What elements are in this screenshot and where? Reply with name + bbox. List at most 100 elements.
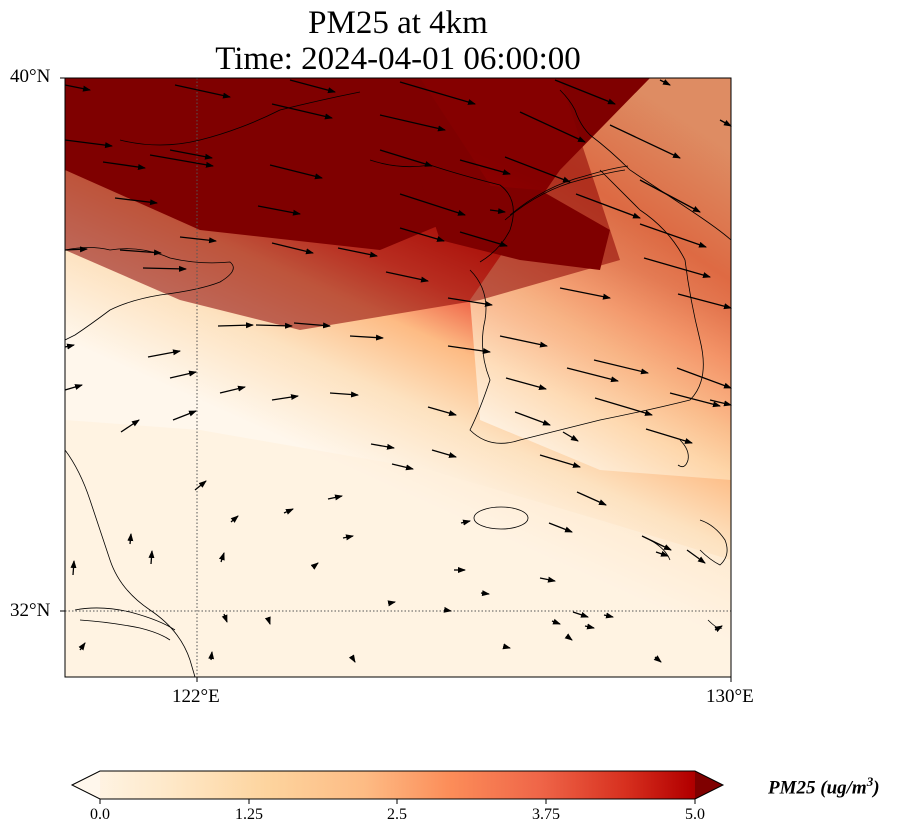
wind-arrow xyxy=(114,197,158,206)
wind-arrow xyxy=(283,508,294,515)
wind-arrow xyxy=(505,377,547,391)
wind-arrow xyxy=(217,322,254,329)
wind-arrow xyxy=(379,149,433,167)
wind-arrow xyxy=(218,552,225,563)
gridlines xyxy=(65,78,731,677)
wind-arrow xyxy=(169,370,197,379)
wind-arrow xyxy=(427,406,457,416)
wind-arrow xyxy=(719,119,732,127)
wind-arrow xyxy=(431,449,457,458)
wind-arrow xyxy=(78,642,86,651)
wind-arrow xyxy=(639,223,707,248)
wind-arrow xyxy=(676,367,732,389)
wind-arrow xyxy=(102,161,146,170)
wind-arrow xyxy=(686,549,706,564)
wind-arrow xyxy=(271,103,333,120)
wind-arrow xyxy=(219,385,246,394)
wind-arrow xyxy=(269,164,323,180)
wind-arrow xyxy=(255,322,293,329)
wind-arrow xyxy=(271,242,314,255)
wind-arrow xyxy=(70,560,77,576)
wind-arrow xyxy=(539,454,581,468)
wind-arrow xyxy=(489,208,506,215)
wind-arrow xyxy=(603,612,614,619)
wind-arrow xyxy=(257,205,301,216)
wind-arrow xyxy=(271,394,299,401)
wind-arrow xyxy=(64,84,91,92)
wind-arrow xyxy=(289,79,336,94)
lon-label-122e: 122°E xyxy=(172,686,220,707)
wind-arrow xyxy=(64,139,113,149)
wind-arrow xyxy=(142,265,187,272)
wind-arrow xyxy=(385,271,429,283)
wind-arrow xyxy=(64,343,75,350)
wind-arrow xyxy=(443,606,452,613)
colorbar-label-exponent: 3 xyxy=(866,774,874,789)
wind-arrow xyxy=(562,431,579,442)
wind-arrow xyxy=(127,533,134,545)
wind-arrow xyxy=(575,193,641,219)
colorbar-tick-2: 2.5 xyxy=(387,806,407,823)
wind-arrow xyxy=(551,618,561,625)
wind-arrow xyxy=(714,625,723,633)
wind-arrow xyxy=(447,297,493,307)
wind-arrow xyxy=(310,562,319,570)
wind-arrow xyxy=(327,494,343,501)
wind-arrow xyxy=(677,293,732,310)
wind-arrow xyxy=(148,550,155,565)
wind-arrow xyxy=(379,114,446,132)
colorbar-tick-0: 0.0 xyxy=(90,806,110,823)
wind-arrow xyxy=(147,349,181,358)
wind-arrow xyxy=(539,576,556,583)
plot-title-line1: PM25 at 4km xyxy=(308,5,488,41)
wind-arrow xyxy=(399,227,445,242)
axis-ticks xyxy=(60,77,732,682)
wind-arrow xyxy=(548,522,573,533)
wind-arrow xyxy=(459,231,508,247)
wind-arrow xyxy=(447,345,491,354)
colorbar-tick-3: 3.75 xyxy=(532,806,560,823)
wind-arrow xyxy=(584,623,595,630)
wind-arrow xyxy=(639,179,701,213)
wind-arrow xyxy=(172,410,197,421)
wind-arrow xyxy=(480,590,490,597)
wind-arrow xyxy=(120,419,140,433)
wind-arrow xyxy=(669,392,721,408)
wind-arrow xyxy=(594,397,653,416)
wind-arrow xyxy=(149,154,214,168)
wind-arrow xyxy=(459,159,511,176)
wind-arrow xyxy=(609,124,681,159)
wind-arrow xyxy=(641,535,672,551)
wind-arrow xyxy=(514,411,551,426)
wind-arrow xyxy=(655,550,669,557)
wind-arrow xyxy=(329,391,359,398)
wind-arrow xyxy=(559,287,611,300)
lat-label-40n: 40°N xyxy=(10,66,51,87)
wind-arrow xyxy=(564,633,573,641)
colorbar-label-text: PM25 (ug/m xyxy=(768,777,867,799)
wind-arrow xyxy=(593,359,649,375)
wind-arrow xyxy=(208,651,215,661)
wind-arrow xyxy=(399,193,466,216)
plot-title-line2: Time: 2024-04-01 06:00:00 xyxy=(215,41,581,77)
wind-arrow xyxy=(64,384,83,391)
wind-arrow xyxy=(460,519,471,526)
wind-arrow xyxy=(504,156,571,183)
wind-arrow xyxy=(499,335,548,348)
wind-vectors xyxy=(64,79,732,663)
wind-arrow xyxy=(554,79,616,105)
wind-arrow xyxy=(502,643,511,650)
wind-arrow xyxy=(659,79,671,86)
wind-arrow xyxy=(221,613,228,623)
colorbar-tick-4: 5.0 xyxy=(685,806,705,823)
wind-arrow xyxy=(169,149,213,160)
wind-arrow xyxy=(230,515,239,523)
wind-arrow xyxy=(643,257,711,278)
wind-arrow xyxy=(653,655,662,663)
wind-arrow xyxy=(566,367,619,383)
wind-arrow xyxy=(337,247,378,258)
wind-arrow xyxy=(519,111,586,143)
colorbar-tick-1: 1.25 xyxy=(235,806,263,823)
map-frame xyxy=(64,77,732,678)
